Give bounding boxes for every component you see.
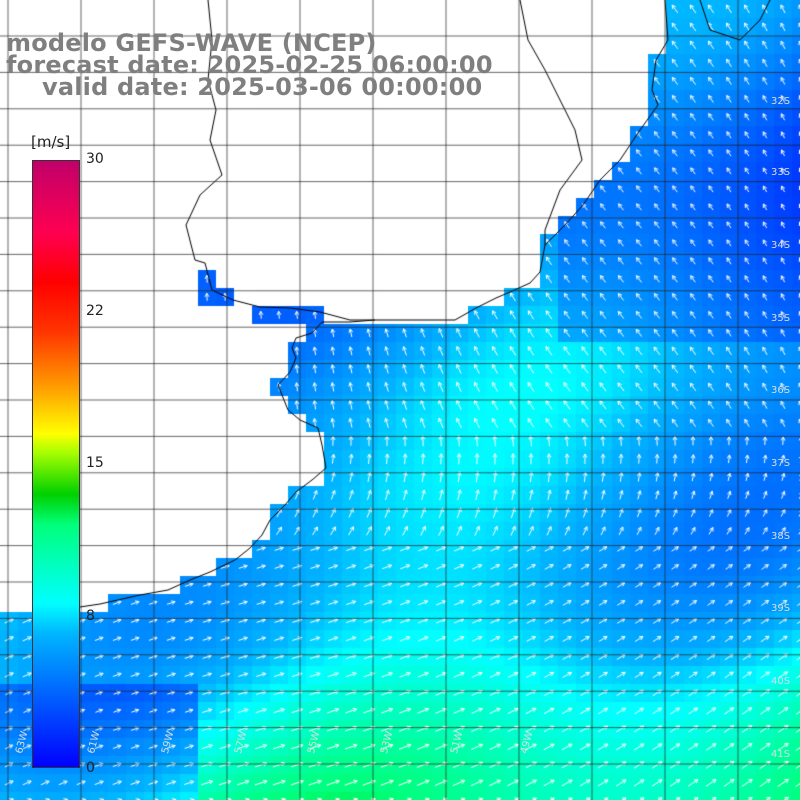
colorbar-tick: 30 [86,151,104,167]
colorbar-tick: 0 [86,760,95,776]
lat-label: 32S [771,96,791,107]
lat-label: 39S [771,603,791,614]
lat-label: 41S [771,749,791,760]
lat-label: 33S [771,167,791,178]
valid-date: valid date: 2025-03-06 00:00:00 [42,73,483,101]
colorbar-tick: 15 [86,455,104,471]
forecast-date: forecast date: 2025-02-25 06:00:00 [6,51,493,79]
lat-label: 35S [771,313,791,324]
colorbar-tick: 8 [86,608,95,624]
lat-label: 37S [771,458,791,469]
model-title: modelo GEFS-WAVE (NCEP) [6,29,377,57]
lat-label: 40S [771,676,791,687]
lat-label: 34S [771,240,791,251]
colorbar-gradient [32,160,80,768]
colorbar-tick: 22 [86,303,104,319]
lat-label: 38S [771,531,791,542]
lat-label: 36S [771,385,791,396]
colorbar-unit: [m/s] [31,133,71,151]
